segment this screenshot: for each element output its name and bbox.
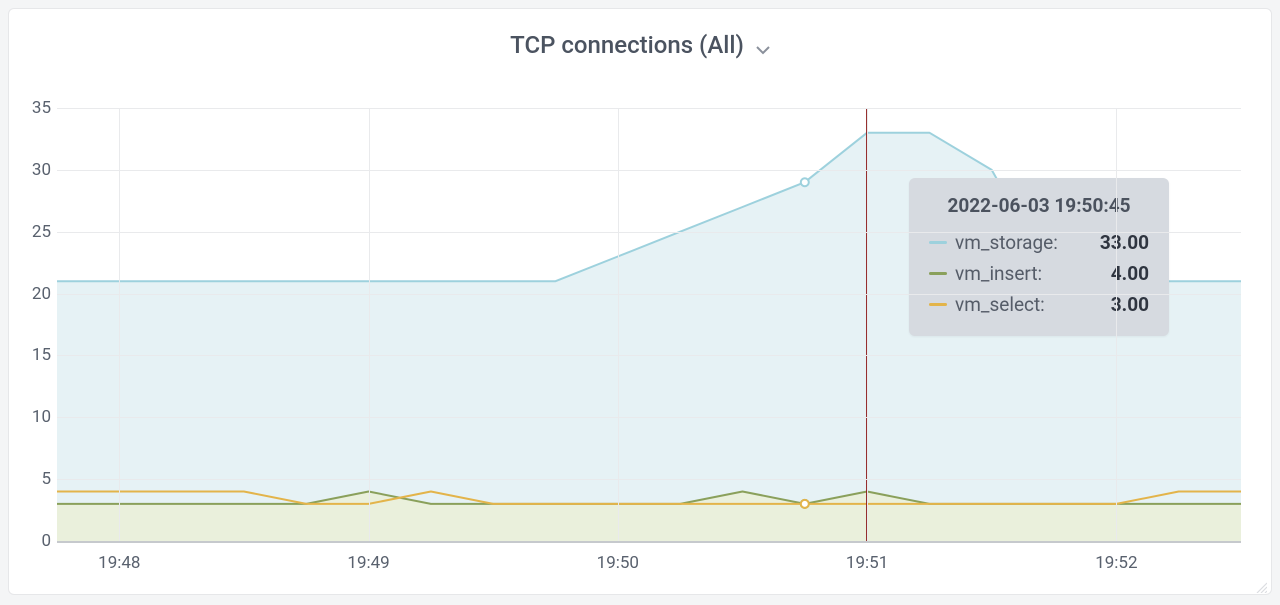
gridline-horizontal [57,541,1241,543]
y-axis-tick-label: 15 [13,345,51,365]
chart-panel: TCP connections (All) 2022-06-03 19:50:4… [8,8,1272,595]
tooltip-swatch [929,272,947,275]
tooltip-series-label: vm_select: [955,293,1103,316]
x-axis-tick-label: 19:51 [846,553,888,573]
gridline-horizontal [57,355,1241,356]
tooltip-series-value: 33.00 [1100,231,1149,254]
hover-tooltip: 2022-06-03 19:50:45 vm_storage:33.00vm_i… [909,178,1169,336]
gridline-horizontal [57,170,1241,171]
gridline-vertical [119,108,120,541]
panel-title-button[interactable]: TCP connections (All) [9,31,1271,61]
chart-plot-area[interactable]: 2022-06-03 19:50:45 vm_storage:33.00vm_i… [57,108,1241,541]
gridline-horizontal [57,108,1241,109]
gridline-horizontal [57,232,1241,233]
resize-handle-icon[interactable] [1255,578,1267,590]
gridline-vertical [867,108,868,541]
gridline-horizontal [57,417,1241,418]
x-axis-tick-label: 19:50 [597,553,639,573]
y-axis-tick-label: 0 [13,531,51,551]
tooltip-swatch [929,241,947,244]
gridline-horizontal [57,479,1241,480]
gridline-vertical [369,108,370,541]
x-axis-tick-label: 19:52 [1095,553,1137,573]
y-axis-tick-label: 20 [13,284,51,304]
panel-title: TCP connections (All) [510,31,744,59]
tooltip-series-label: vm_insert: [955,262,1103,285]
tooltip-series-label: vm_storage: [955,231,1092,254]
y-axis-tick-label: 5 [13,469,51,489]
chevron-down-icon [756,33,770,61]
y-axis-tick-label: 10 [13,407,51,427]
y-axis-tick-label: 35 [13,98,51,118]
x-axis-tick-label: 19:49 [347,553,389,573]
gridline-horizontal [57,294,1241,295]
y-axis-tick-label: 30 [13,160,51,180]
y-axis-tick-label: 25 [13,222,51,242]
x-axis-tick-label: 19:48 [98,553,140,573]
gridline-vertical [1116,108,1117,541]
tooltip-swatch [929,303,947,306]
gridline-vertical [618,108,619,541]
